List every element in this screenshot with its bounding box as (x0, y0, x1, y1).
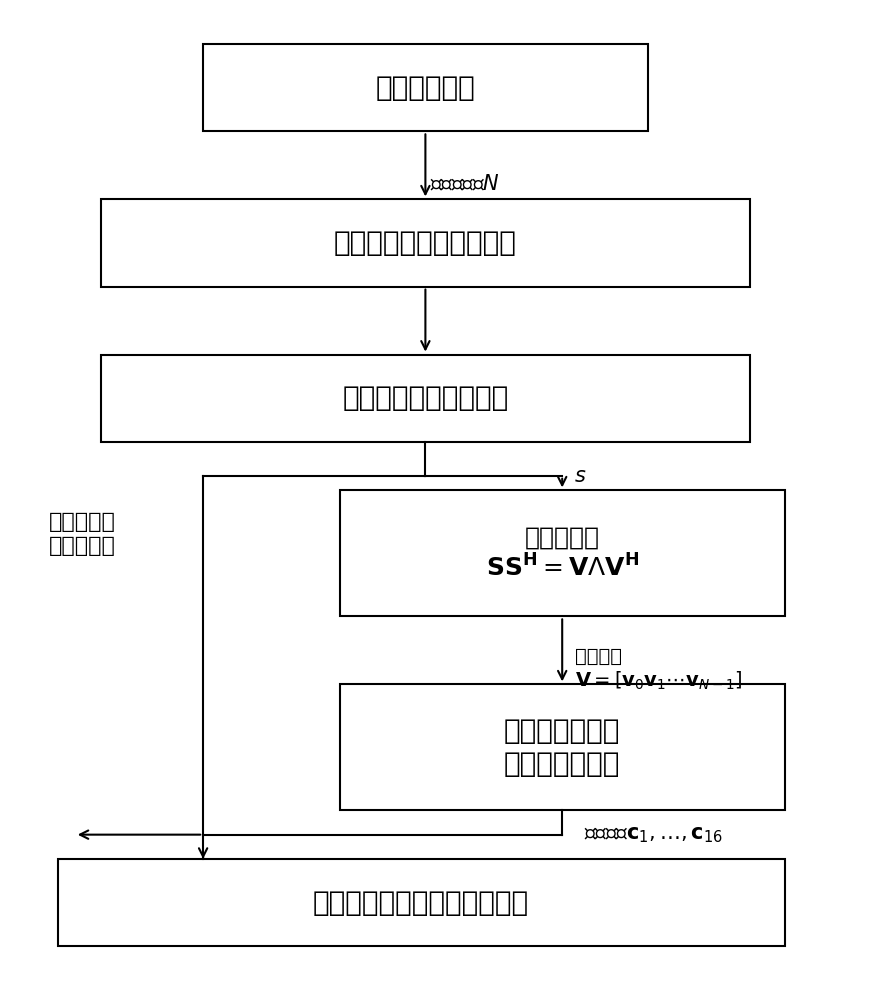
Text: 拟牛顿法求解目标函数: 拟牛顿法求解目标函数 (342, 384, 509, 412)
Text: 随机相位序列: 随机相位序列 (375, 74, 475, 102)
Text: s: s (575, 466, 586, 486)
Text: 特征值分解
$\mathbf{SS}^\mathbf{H}=\mathbf{V}\Lambda\mathbf{V}^\mathbf{H}$: 特征值分解 $\mathbf{SS}^\mathbf{H}=\mathbf{V}… (486, 526, 639, 581)
FancyBboxPatch shape (340, 684, 784, 810)
Text: 功率谱匹配得出目标函数: 功率谱匹配得出目标函数 (334, 229, 517, 257)
FancyBboxPatch shape (340, 490, 784, 616)
Text: 雷达嵌入通信的稀疏频率波形: 雷达嵌入通信的稀疏频率波形 (313, 889, 529, 917)
FancyBboxPatch shape (101, 199, 750, 287)
Text: 投影法得出相互
正交的通信波形: 投影法得出相互 正交的通信波形 (504, 717, 620, 778)
FancyBboxPatch shape (58, 859, 784, 946)
Text: 序列长度为$N$: 序列长度为$N$ (430, 174, 499, 194)
FancyBboxPatch shape (203, 44, 648, 131)
Text: 特征向量
$\mathbf{V}=[\mathbf{v}_0\mathbf{v}_1{\cdots}\mathbf{v}_{N-1}]$: 特征向量 $\mathbf{V}=[\mathbf{v}_0\mathbf{v}… (575, 647, 743, 692)
Text: 稀疏频率雷
达波形序列: 稀疏频率雷 达波形序列 (50, 512, 116, 556)
FancyBboxPatch shape (101, 355, 750, 442)
Text: 通信波形$\mathbf{c}_1,{\ldots},\mathbf{c}_{16}$: 通信波形$\mathbf{c}_1,{\ldots},\mathbf{c}_{1… (583, 825, 723, 845)
